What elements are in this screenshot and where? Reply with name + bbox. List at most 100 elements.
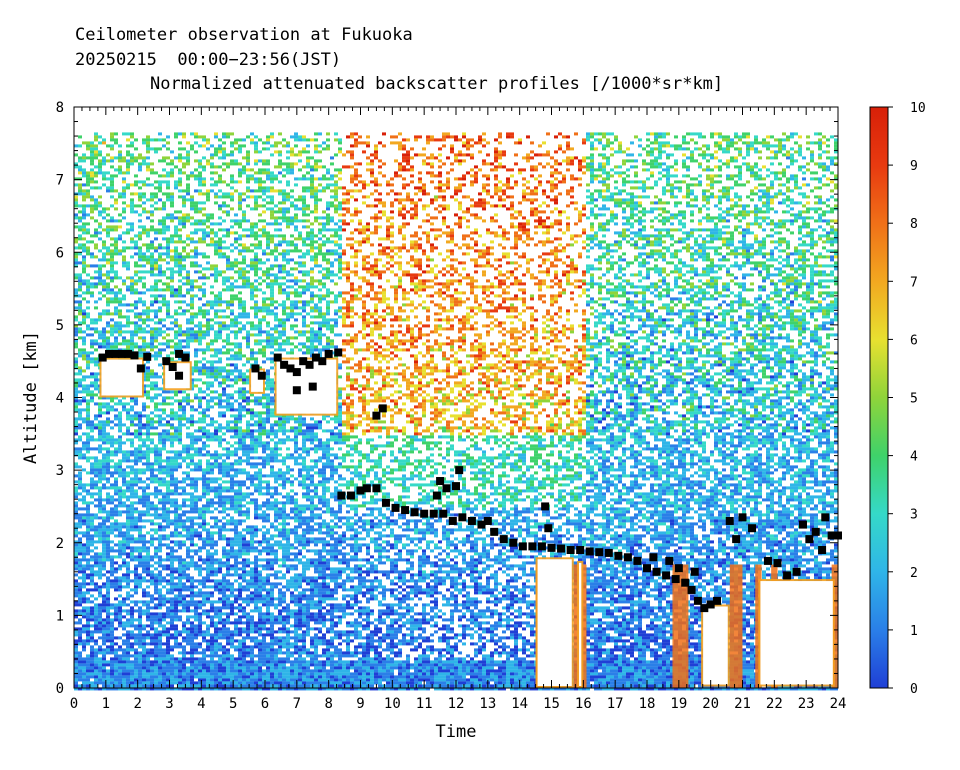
- heatmap-cell: [174, 234, 178, 237]
- heatmap-cell: [758, 177, 762, 180]
- heatmap-cell: [398, 213, 402, 216]
- heatmap-cell: [506, 285, 510, 288]
- heatmap-cell: [402, 153, 406, 156]
- heatmap-cell: [198, 135, 202, 138]
- heatmap-cell: [110, 132, 114, 135]
- heatmap-cell: [378, 300, 382, 303]
- heatmap-cell: [686, 282, 690, 285]
- heatmap-cell: [242, 276, 246, 279]
- heatmap-cell: [118, 249, 122, 252]
- heatmap-cell: [642, 261, 646, 264]
- heatmap-cell: [466, 153, 470, 156]
- heatmap-cell: [374, 177, 378, 180]
- heatmap-cell: [714, 237, 718, 240]
- heatmap-cell: [222, 234, 226, 237]
- heatmap-cell: [354, 249, 358, 252]
- heatmap-cell: [466, 225, 470, 228]
- heatmap-cell: [322, 294, 326, 297]
- heatmap-cell: [230, 243, 234, 246]
- heatmap-cell: [282, 189, 286, 192]
- heatmap-cell: [202, 273, 206, 276]
- heatmap-cell: [150, 228, 154, 231]
- heatmap-cell: [662, 276, 666, 279]
- heatmap-cell: [326, 228, 330, 231]
- heatmap-cell: [834, 297, 838, 300]
- heatmap-cell: [170, 288, 174, 291]
- heatmap-cell: [358, 210, 362, 213]
- heatmap-cell: [682, 222, 686, 225]
- heatmap-cell: [714, 288, 718, 291]
- heatmap-cell: [734, 300, 738, 303]
- heatmap-cell: [786, 261, 790, 264]
- heatmap-cell: [758, 288, 762, 291]
- heatmap-cell: [822, 183, 826, 186]
- heatmap-cell: [282, 252, 286, 255]
- heatmap-cell: [614, 213, 618, 216]
- heatmap-cell: [326, 261, 330, 264]
- heatmap-cell: [246, 285, 250, 288]
- heatmap-cell: [274, 141, 278, 144]
- heatmap-cell: [214, 276, 218, 279]
- heatmap-cell: [354, 297, 358, 300]
- heatmap-cell: [162, 192, 166, 195]
- heatmap-cell: [146, 231, 150, 234]
- heatmap-cell: [182, 165, 186, 168]
- heatmap-cell: [706, 159, 710, 162]
- heatmap-cell: [294, 282, 298, 285]
- heatmap-cell: [294, 219, 298, 222]
- heatmap-cell: [818, 291, 822, 294]
- heatmap-cell: [726, 174, 730, 177]
- heatmap-cell: [294, 261, 298, 264]
- heatmap-cell: [326, 270, 330, 273]
- heatmap-cell: [682, 162, 686, 165]
- heatmap-cell: [758, 285, 762, 288]
- heatmap-cell: [314, 132, 318, 135]
- heatmap-cell: [450, 150, 454, 153]
- heatmap-cell: [570, 186, 574, 189]
- heatmap-cell: [554, 255, 558, 258]
- heatmap-cell: [230, 300, 234, 303]
- heatmap-cell: [258, 177, 262, 180]
- heatmap-cell: [306, 150, 310, 153]
- heatmap-cell: [198, 189, 202, 192]
- heatmap-cell: [786, 210, 790, 213]
- heatmap-cell: [158, 180, 162, 183]
- heatmap-cell: [238, 147, 242, 150]
- heatmap-cell: [178, 264, 182, 267]
- heatmap-cell: [758, 261, 762, 264]
- heatmap-cell: [238, 303, 242, 306]
- heatmap-cell: [790, 219, 794, 222]
- heatmap-cell: [174, 165, 178, 168]
- heatmap-cell: [598, 240, 602, 243]
- heatmap-cell: [322, 234, 326, 237]
- heatmap-cell: [598, 261, 602, 264]
- heatmap-cell: [642, 246, 646, 249]
- heatmap-cell: [330, 162, 334, 165]
- heatmap-cell: [542, 279, 546, 282]
- heatmap-cell: [778, 288, 782, 291]
- heatmap-cell: [766, 297, 770, 300]
- heatmap-cell: [214, 297, 218, 300]
- heatmap-cell: [346, 279, 350, 282]
- heatmap-cell: [622, 162, 626, 165]
- heatmap-cell: [182, 282, 186, 285]
- heatmap-cell: [430, 216, 434, 219]
- heatmap-cell: [494, 234, 498, 237]
- heatmap-cell: [630, 243, 634, 246]
- heatmap-cell: [342, 249, 346, 252]
- heatmap-cell: [78, 300, 82, 303]
- heatmap-cell: [830, 171, 834, 174]
- heatmap-cell: [142, 225, 146, 228]
- heatmap-cell: [226, 204, 230, 207]
- heatmap-cell: [182, 147, 186, 150]
- heatmap-cell: [698, 297, 702, 300]
- heatmap-cell: [602, 153, 606, 156]
- heatmap-cell: [746, 300, 750, 303]
- heatmap-cell: [506, 207, 510, 210]
- heatmap-cell: [142, 210, 146, 213]
- heatmap-cell: [638, 204, 642, 207]
- heatmap-cell: [470, 183, 474, 186]
- heatmap-cell: [342, 192, 346, 195]
- heatmap-cell: [122, 261, 126, 264]
- heatmap-cell: [138, 252, 142, 255]
